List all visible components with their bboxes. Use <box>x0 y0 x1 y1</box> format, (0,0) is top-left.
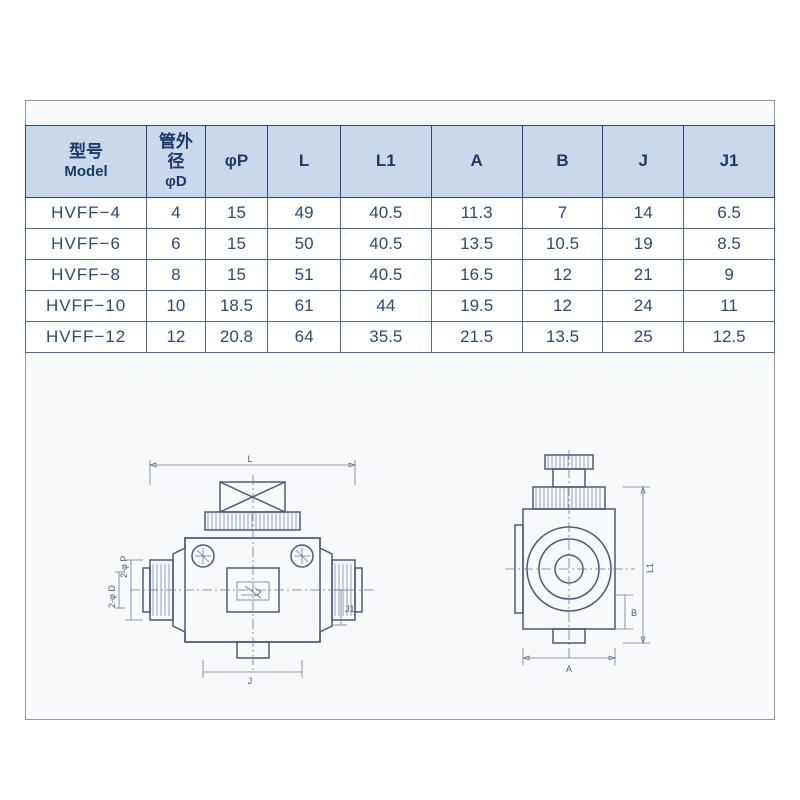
col-header-j1: J1 <box>684 126 775 198</box>
table-header: 型号 Model 管外径 φD φP L L1 A B J J1 <box>26 126 775 198</box>
cell-b: 13.5 <box>522 321 603 352</box>
cell-d: 8 <box>147 259 206 290</box>
dim-j: J <box>248 676 253 686</box>
cell-l1: 40.5 <box>340 259 431 290</box>
dim-2phiD: 2-φ D <box>107 585 117 608</box>
cell-a: 16.5 <box>431 259 522 290</box>
spec-table: 型号 Model 管外径 φD φP L L1 A B J J1 HVFF−44… <box>25 125 775 353</box>
cell-p: 15 <box>205 228 268 259</box>
col-header-model: 型号 Model <box>26 126 147 198</box>
table-body: HVFF−44154940.511.37146.5HVFF−66155040.5… <box>26 197 775 352</box>
cell-l1: 44 <box>340 290 431 321</box>
header-top: 管外径 <box>159 132 193 171</box>
cell-j1: 11 <box>684 290 775 321</box>
engineering-drawings: L <box>25 430 775 720</box>
cell-j: 19 <box>603 228 684 259</box>
cell-d: 6 <box>147 228 206 259</box>
header-top: 型号 <box>69 142 103 161</box>
cell-model: HVFF−10 <box>26 290 147 321</box>
col-header-a: A <box>431 126 522 198</box>
header-row: 型号 Model 管外径 φD φP L L1 A B J J1 <box>26 126 775 198</box>
col-header-d: 管外径 φD <box>147 126 206 198</box>
dim-a: A <box>566 664 572 674</box>
cell-j1: 6.5 <box>684 197 775 228</box>
col-header-b: B <box>522 126 603 198</box>
table-row: HVFF−101018.5614419.5122411 <box>26 290 775 321</box>
cell-l: 61 <box>268 290 341 321</box>
cell-j: 25 <box>603 321 684 352</box>
cell-b: 12 <box>522 259 603 290</box>
dim-l: L <box>247 454 252 464</box>
cell-p: 15 <box>205 259 268 290</box>
cell-l1: 40.5 <box>340 197 431 228</box>
cell-p: 18.5 <box>205 290 268 321</box>
col-header-l1: L1 <box>340 126 431 198</box>
cell-l1: 35.5 <box>340 321 431 352</box>
table-row: HVFF−121220.86435.521.513.52512.5 <box>26 321 775 352</box>
cell-a: 21.5 <box>431 321 522 352</box>
header-bottom: φD <box>151 173 201 191</box>
cell-l: 64 <box>268 321 341 352</box>
cell-model: HVFF−6 <box>26 228 147 259</box>
cell-j: 24 <box>603 290 684 321</box>
cell-j: 14 <box>603 197 684 228</box>
dim-b: B <box>631 608 637 618</box>
table-row: HVFF−66155040.513.510.5198.5 <box>26 228 775 259</box>
table-row: HVFF−88155140.516.512219 <box>26 259 775 290</box>
cell-p: 20.8 <box>205 321 268 352</box>
cell-j1: 8.5 <box>684 228 775 259</box>
cell-model: HVFF−8 <box>26 259 147 290</box>
dim-j1: J1 <box>345 604 355 614</box>
cell-d: 10 <box>147 290 206 321</box>
cell-b: 12 <box>522 290 603 321</box>
cell-p: 15 <box>205 197 268 228</box>
cell-j1: 9 <box>684 259 775 290</box>
cell-a: 11.3 <box>431 197 522 228</box>
left-view: L <box>107 454 375 686</box>
cell-j1: 12.5 <box>684 321 775 352</box>
header-bottom: Model <box>30 163 142 181</box>
right-view: L1 B A <box>505 450 655 674</box>
cell-b: 7 <box>522 197 603 228</box>
table-row: HVFF−44154940.511.37146.5 <box>26 197 775 228</box>
dim-l1: L1 <box>645 563 655 573</box>
cell-j: 21 <box>603 259 684 290</box>
cell-l: 50 <box>268 228 341 259</box>
dim-2phiP: 2-φ P <box>119 556 129 578</box>
cell-model: HVFF−4 <box>26 197 147 228</box>
cell-l: 49 <box>268 197 341 228</box>
cell-l: 51 <box>268 259 341 290</box>
col-header-j: J <box>603 126 684 198</box>
col-header-l: L <box>268 126 341 198</box>
cell-a: 13.5 <box>431 228 522 259</box>
cell-model: HVFF−12 <box>26 321 147 352</box>
cell-d: 4 <box>147 197 206 228</box>
drawing-svg: L <box>25 430 775 720</box>
col-header-p: φP <box>205 126 268 198</box>
cell-d: 12 <box>147 321 206 352</box>
cell-b: 10.5 <box>522 228 603 259</box>
cell-l1: 40.5 <box>340 228 431 259</box>
cell-a: 19.5 <box>431 290 522 321</box>
